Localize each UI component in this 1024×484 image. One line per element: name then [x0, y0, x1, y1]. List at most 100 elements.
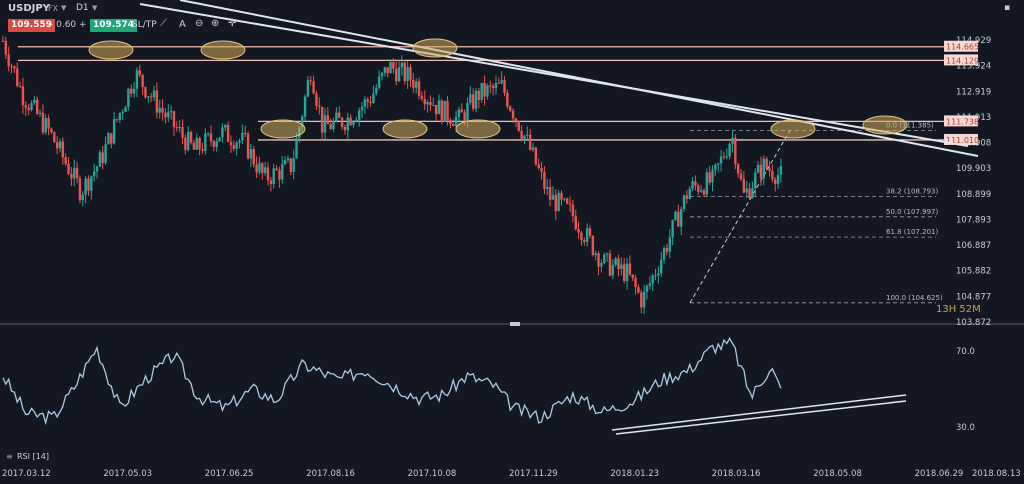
candle-body[interactable]: [614, 258, 617, 265]
candle-body[interactable]: [466, 102, 469, 122]
candle-body[interactable]: [73, 167, 76, 179]
candle-body[interactable]: [352, 121, 355, 126]
candle-body[interactable]: [309, 80, 312, 82]
candle-body[interactable]: [266, 167, 270, 181]
candle-body[interactable]: [204, 133, 207, 151]
rsi-trendline-lower[interactable]: [615, 400, 907, 435]
candle-body[interactable]: [685, 195, 689, 199]
candle-body[interactable]: [440, 100, 444, 122]
candle-body[interactable]: [278, 170, 281, 180]
candle-body[interactable]: [417, 81, 421, 96]
candle-body[interactable]: [44, 118, 47, 133]
candle-body[interactable]: [335, 112, 338, 121]
candle-body[interactable]: [679, 209, 683, 227]
candle-body[interactable]: [343, 126, 347, 131]
candle-body[interactable]: [189, 132, 193, 143]
candle-body[interactable]: [426, 101, 429, 105]
candle-body[interactable]: [608, 253, 612, 276]
candle-body[interactable]: [269, 180, 273, 184]
candle-body[interactable]: [774, 179, 777, 184]
candle-body[interactable]: [78, 178, 82, 201]
candle-body[interactable]: [520, 130, 523, 139]
descending-trendline-lower[interactable]: [139, 3, 969, 147]
candle-body[interactable]: [531, 147, 535, 150]
candle-body[interactable]: [215, 141, 218, 147]
candle-body[interactable]: [600, 262, 603, 267]
candle-body[interactable]: [437, 100, 441, 115]
candle-body[interactable]: [172, 111, 176, 128]
candle-body[interactable]: [660, 259, 663, 274]
candle-body[interactable]: [383, 67, 387, 73]
highlight-ellipse[interactable]: [455, 119, 501, 139]
candle-body[interactable]: [506, 92, 509, 107]
candle-body[interactable]: [209, 133, 213, 142]
candle-body[interactable]: [229, 141, 233, 146]
candle-body[interactable]: [212, 141, 216, 147]
candle-body[interactable]: [272, 168, 275, 184]
candle-body[interactable]: [363, 99, 367, 107]
candle-body[interactable]: [244, 132, 247, 134]
candle-body[interactable]: [360, 106, 364, 111]
candle-body[interactable]: [169, 111, 173, 113]
candle-body[interactable]: [286, 158, 290, 161]
candle-body[interactable]: [526, 134, 529, 136]
candle-body[interactable]: [631, 274, 634, 278]
candle-body[interactable]: [414, 81, 418, 88]
candle-body[interactable]: [705, 172, 709, 195]
candle-body[interactable]: [534, 147, 538, 165]
candle-body[interactable]: [147, 96, 150, 98]
candle-body[interactable]: [657, 273, 660, 276]
candle-body[interactable]: [528, 134, 532, 150]
candle-body[interactable]: [714, 164, 717, 170]
zoom-in-icon[interactable]: ⊕: [211, 18, 220, 29]
candle-body[interactable]: [571, 204, 575, 217]
candle-body[interactable]: [457, 109, 461, 117]
candle-body[interactable]: [719, 156, 723, 164]
candle-body[interactable]: [412, 79, 415, 88]
candle-body[interactable]: [583, 240, 586, 242]
candle-body[interactable]: [603, 254, 606, 263]
candle-body[interactable]: [546, 186, 549, 189]
candle-body[interactable]: [469, 94, 472, 103]
candle-body[interactable]: [218, 137, 221, 142]
candle-body[interactable]: [184, 137, 187, 151]
candle-body[interactable]: [543, 171, 546, 189]
candle-body[interactable]: [18, 85, 22, 87]
candle-body[interactable]: [30, 102, 33, 111]
candle-body[interactable]: [392, 61, 395, 69]
highlight-ellipse[interactable]: [260, 119, 306, 139]
panel-resize-handle[interactable]: [510, 322, 520, 326]
candle-body[interactable]: [124, 106, 127, 112]
candle-body[interactable]: [722, 156, 726, 158]
candle-body[interactable]: [682, 195, 686, 210]
candle-body[interactable]: [585, 228, 589, 242]
candle-body[interactable]: [400, 62, 404, 68]
highlight-ellipse[interactable]: [770, 119, 816, 139]
candle-body[interactable]: [70, 173, 73, 179]
candle-body[interactable]: [497, 82, 501, 84]
candle-body[interactable]: [372, 93, 375, 103]
candle-body[interactable]: [654, 275, 657, 277]
candle-body[interactable]: [620, 264, 623, 270]
candle-body[interactable]: [768, 168, 771, 172]
candle-body[interactable]: [548, 186, 552, 200]
sltp-button[interactable]: SL/TP: [132, 20, 157, 30]
candle-body[interactable]: [477, 90, 481, 100]
candle-body[interactable]: [617, 258, 620, 270]
candle-body[interactable]: [776, 174, 780, 184]
candle-body[interactable]: [463, 112, 466, 122]
candle-body[interactable]: [557, 192, 560, 212]
candle-body[interactable]: [375, 87, 378, 94]
candle-body[interactable]: [149, 96, 153, 98]
candle-body[interactable]: [748, 188, 751, 198]
candle-body[interactable]: [699, 190, 703, 192]
candle-body[interactable]: [192, 142, 196, 150]
candle-body[interactable]: [697, 185, 700, 192]
candle-body[interactable]: [201, 149, 204, 151]
candle-body[interactable]: [708, 172, 711, 183]
candle-body[interactable]: [480, 82, 483, 100]
candle-body[interactable]: [357, 110, 361, 120]
candle-body[interactable]: [449, 120, 452, 124]
candle-body[interactable]: [138, 70, 141, 75]
